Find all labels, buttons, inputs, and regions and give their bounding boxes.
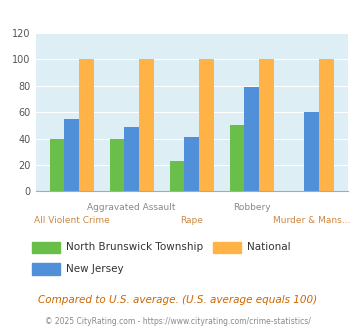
Bar <box>50 139 64 191</box>
Bar <box>170 161 184 191</box>
Bar <box>64 119 79 191</box>
Text: Compared to U.S. average. (U.S. average equals 100): Compared to U.S. average. (U.S. average … <box>38 295 317 305</box>
Bar <box>139 59 154 191</box>
Text: Aggravated Assault: Aggravated Assault <box>87 203 176 212</box>
Bar <box>259 59 274 191</box>
Bar <box>199 59 214 191</box>
Text: National: National <box>247 243 290 252</box>
Bar <box>124 127 139 191</box>
Text: Rape: Rape <box>180 216 203 225</box>
Text: © 2025 CityRating.com - https://www.cityrating.com/crime-statistics/: © 2025 CityRating.com - https://www.city… <box>45 317 310 326</box>
Bar <box>305 112 319 191</box>
Text: New Jersey: New Jersey <box>66 264 123 274</box>
Text: North Brunswick Township: North Brunswick Township <box>66 243 203 252</box>
Text: Murder & Mans...: Murder & Mans... <box>273 216 350 225</box>
Bar <box>184 137 199 191</box>
Bar <box>110 139 124 191</box>
Bar <box>79 59 94 191</box>
Bar <box>230 125 244 191</box>
Text: All Violent Crime: All Violent Crime <box>34 216 110 225</box>
Bar <box>319 59 334 191</box>
Bar <box>244 87 259 191</box>
Text: Robbery: Robbery <box>233 203 271 212</box>
